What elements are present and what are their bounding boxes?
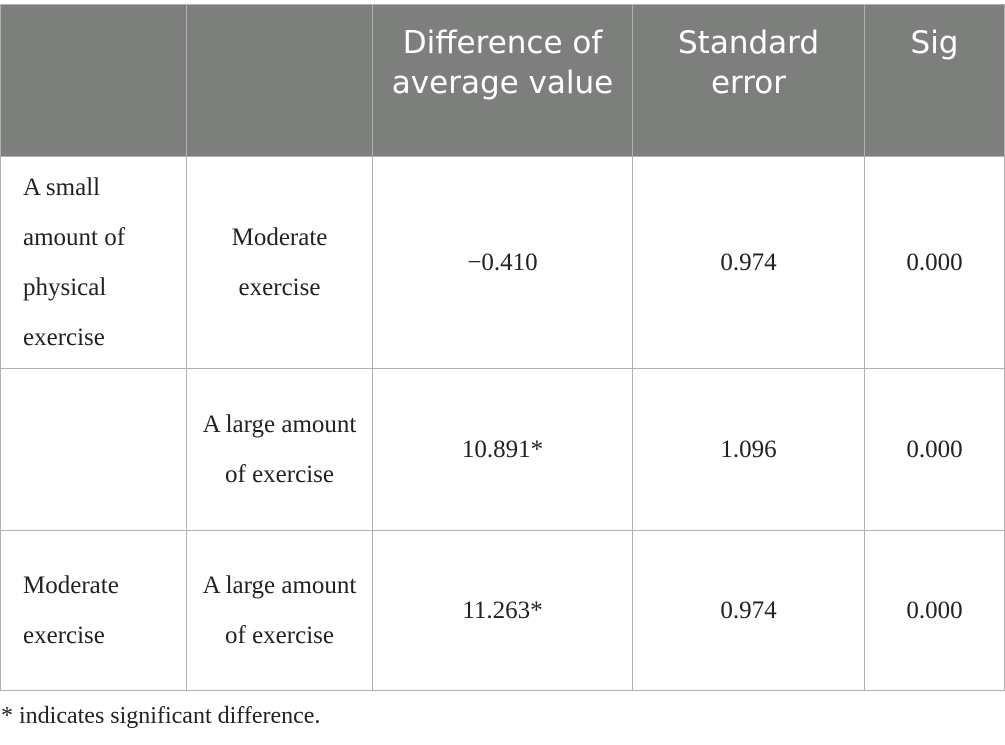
header-sig: Sig [864,4,1005,157]
cell-group1 [0,368,187,531]
cell-standard-error: 1.096 [632,368,865,531]
header-row: Difference of average value Standard err… [0,4,1005,157]
cell-difference: 10.891* [372,368,633,531]
header-difference: Difference of average value [372,4,633,157]
table-row: Moderate exercise A large amount of exer… [0,530,1005,691]
cell-group2: A large amount of exercise [186,368,373,531]
table-footnote: * indicates significant difference. [1,703,321,729]
cell-standard-error: 0.974 [632,530,865,691]
cell-standard-error: 0.974 [632,156,865,369]
cell-sig: 0.000 [864,368,1005,531]
cell-sig: 0.000 [864,530,1005,691]
header-standard-error: Standard error [632,4,865,157]
table-row: A large amount of exercise 10.891* 1.096… [0,368,1005,531]
cell-difference: −0.410 [372,156,633,369]
cell-group1: A small amount of physical exercise [0,156,187,369]
table-row: A small amount of physical exercise Mode… [0,156,1005,369]
cell-group1: Moderate exercise [0,530,187,691]
cell-group2: Moderate exercise [186,156,373,369]
cell-group2: A large amount of exercise [186,530,373,691]
header-group2 [186,4,373,157]
cell-sig: 0.000 [864,156,1005,369]
header-group1 [0,4,187,157]
results-table: Difference of average value Standard err… [0,4,1005,691]
cell-difference: 11.263* [372,530,633,691]
